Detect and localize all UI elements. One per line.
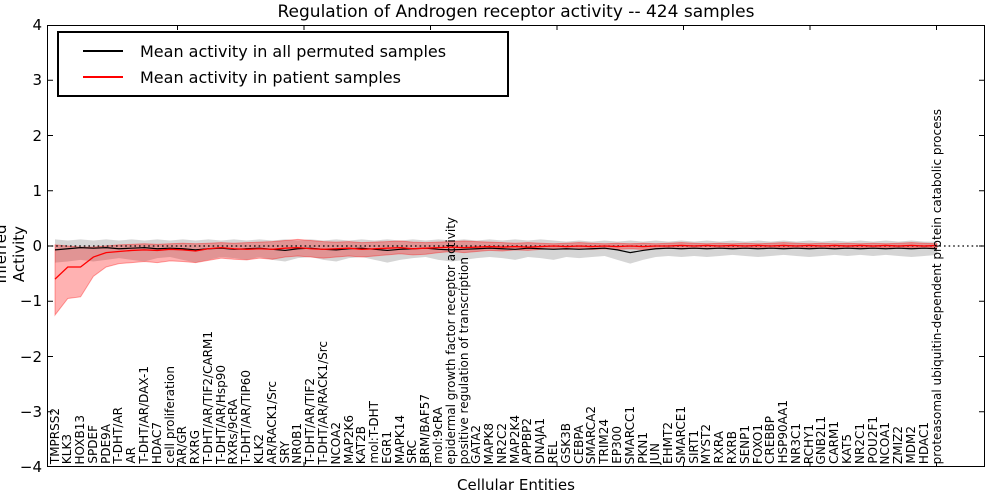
x-category-label: HDAC1 (916, 421, 931, 464)
x-category-label: MDM2 (903, 426, 918, 464)
y-tick-label: −2 (19, 347, 42, 366)
y-tick-label: −4 (19, 458, 42, 476)
x-category-label: GSK3B (558, 423, 573, 464)
x-category-label: NR2C1 (852, 423, 867, 464)
chart-title: Regulation of Androgen receptor activity… (277, 2, 755, 22)
y-tick-label: 4 (32, 16, 42, 34)
x-category-label: proteasomal ubiquitin-dependent protein … (929, 108, 944, 464)
x-category-label: SPDEF (85, 425, 100, 464)
patient-mean-line (54, 244, 938, 280)
x-category-label: NR3C1 (788, 423, 803, 464)
x-axis-title: Cellular Entities (457, 476, 575, 494)
patient-line-swatch (83, 76, 123, 78)
legend-label-patient: Mean activity in patient samples (140, 67, 401, 87)
y-tick-label: −1 (19, 292, 42, 311)
legend-box: Mean activity in all permuted samples Me… (57, 31, 509, 97)
x-category-label: NCOA2 (328, 421, 343, 464)
legend-label-permuted: Mean activity in all permuted samples (140, 41, 447, 61)
permuted-line-swatch (83, 50, 123, 52)
x-category-label: epidermal growth factor receptor activit… (443, 216, 458, 464)
y-tick-label: 2 (32, 126, 42, 145)
plot-area (47, 25, 985, 467)
y-tick-label: −3 (19, 402, 42, 421)
x-category-label: EP300 (609, 426, 624, 464)
y-tick-label: 3 (32, 71, 42, 90)
x-category-label: EGR1 (379, 431, 394, 464)
x-category-label: HDAC7 (149, 421, 164, 464)
patient-confidence-band (54, 238, 938, 317)
x-category-label: SMARCC1 (622, 405, 637, 464)
x-category-label: SENP1 (737, 424, 752, 464)
y-tick-label: 1 (32, 181, 42, 200)
legend-item-permuted: Mean activity in all permuted samples (59, 38, 507, 64)
legend-item-patient: Mean activity in patient samples (59, 64, 507, 90)
x-category-label: NR2C2 (494, 423, 509, 464)
x-category-label: AR/RACK1/Src (264, 380, 279, 464)
x-category-label: T-DHT/AR/TIF2/CARM1 (200, 330, 215, 464)
x-category-label: SMARCE1 (673, 406, 688, 464)
x-category-label: T-DHT/AR/RACK1/Src (315, 340, 330, 464)
axes-spines (47, 25, 985, 467)
y-tick-label: 0 (32, 237, 42, 255)
